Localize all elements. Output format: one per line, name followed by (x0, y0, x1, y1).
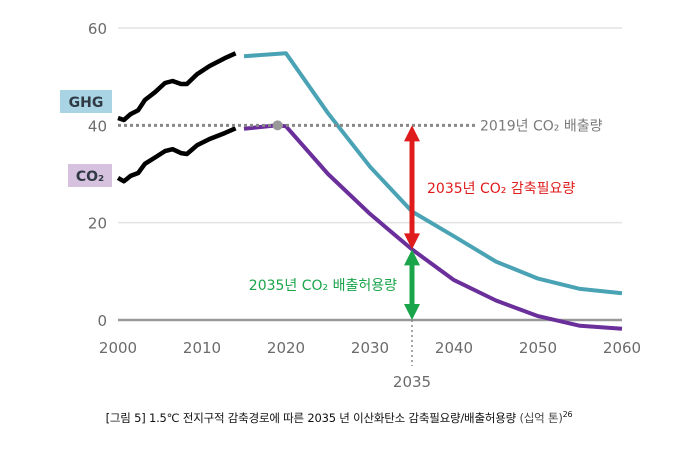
x-tick-label-2040: 2040 (435, 339, 473, 357)
point-marker-2019 (272, 120, 283, 131)
allowance-arrow-head-down (404, 304, 420, 320)
caption-unit: (십억 톤) (519, 411, 563, 425)
annotations: 2019년 CO₂ 배출량 2035년 CO₂ 감축필요량 2035년 CO₂ … (249, 118, 603, 294)
series-line-co2-historical- (116, 126, 237, 184)
annotation-2019-co2-emissions: 2019년 CO₂ 배출량 (480, 118, 603, 134)
ghg-label-box (60, 90, 112, 113)
co2-label-box (68, 164, 112, 187)
x-marker-2035-label: 2035 (393, 373, 431, 391)
annotation-2035-allowed-emissions: 2035년 CO₂ 배출허용량 (249, 278, 397, 294)
co2-label: CO₂ (76, 169, 104, 185)
y-tick-label-60: 60 (88, 20, 107, 38)
series-line-ghg-pathway (243, 51, 623, 296)
figure-caption: [그림 5] 1.5℃ 전지구적 감축경로에 따른 2035 년 이산화탄소 감… (0, 410, 678, 426)
grid-lines (118, 27, 622, 322)
caption-main: [그림 5] 1.5℃ 전지구적 감축경로에 따른 2035 년 이산화탄소 감… (105, 411, 517, 425)
x-tick-label-2020: 2020 (267, 339, 305, 357)
series-label-boxes: GHG CO₂ (60, 90, 112, 187)
y-tick-label-20: 20 (88, 215, 107, 233)
reduction-arrow-head-up (404, 125, 420, 142)
caption-footnote: 26 (562, 410, 573, 420)
series-line-ghg-historical- (117, 51, 237, 123)
series-lines (116, 51, 623, 331)
reduction-arrow-head-down (404, 233, 420, 250)
x-tick-label-2010: 2010 (183, 339, 221, 357)
y-axis-ticks: 0 20 40 60 (88, 20, 107, 330)
ghg-label: GHG (69, 95, 104, 111)
x-tick-label-2030: 2030 (351, 339, 389, 357)
x-tick-label-2000: 2000 (99, 339, 137, 357)
x-tick-label-2050: 2050 (519, 339, 557, 357)
series-line-co2-pathway (243, 123, 623, 331)
y-tick-label-40: 40 (88, 117, 107, 135)
annotation-2035-reduction-needed: 2035년 CO₂ 감축필요량 (427, 181, 575, 197)
y-tick-label-0: 0 (97, 312, 107, 330)
allowance-arrow-head-up (404, 249, 420, 266)
x-axis-ticks: 2000 2010 2020 2030 2040 2050 2060 2035 (99, 320, 641, 391)
x-tick-label-2060: 2060 (603, 339, 641, 357)
